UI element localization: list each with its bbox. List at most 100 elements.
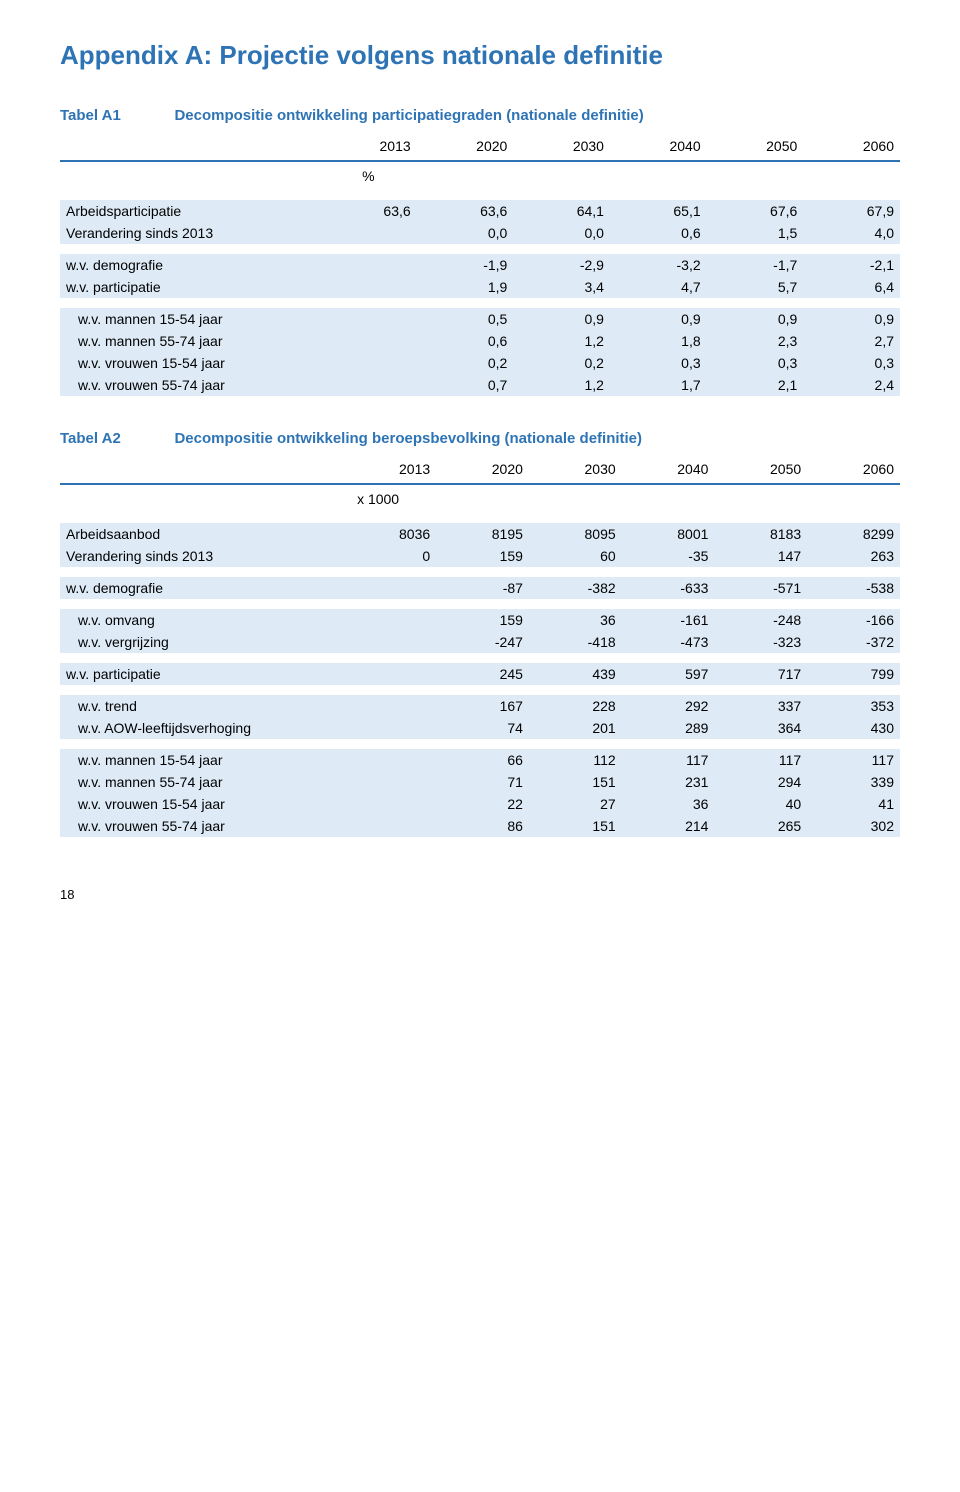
table-row: w.v. participatie 1,93,44,75,76,4 xyxy=(60,276,900,298)
table-a1: 2013 2020 2030 2040 2050 2060 %Arbeidspa… xyxy=(60,135,900,396)
cell-value: 3,4 xyxy=(513,276,610,298)
col-year: 2060 xyxy=(807,458,900,484)
col-year: 2013 xyxy=(320,135,417,161)
cell-value: 66 xyxy=(436,749,529,771)
cell-value: 36 xyxy=(622,793,715,815)
cell-value: -372 xyxy=(807,631,900,653)
table-row: w.v. trend167228292337353 xyxy=(60,695,900,717)
cell-value: 8299 xyxy=(807,523,900,545)
cell-value: 63,6 xyxy=(417,200,514,222)
cell-value: -166 xyxy=(807,609,900,631)
col-year: 2060 xyxy=(803,135,900,161)
row-label: w.v. demografie xyxy=(60,254,320,276)
cell-value: 1,8 xyxy=(610,330,707,352)
cell-value: 1,9 xyxy=(417,276,514,298)
cell-value: -2,1 xyxy=(803,254,900,276)
cell-value xyxy=(320,254,417,276)
cell-value: 0,7 xyxy=(417,374,514,396)
col-year: 2030 xyxy=(513,135,610,161)
spacer-row xyxy=(60,685,900,695)
col-year: 2020 xyxy=(417,135,514,161)
cell-value: 0,5 xyxy=(417,308,514,330)
cell-value: 151 xyxy=(529,815,622,837)
table-row: w.v. mannen 55-74 jaar0,61,21,82,32,7 xyxy=(60,330,900,352)
table-row: w.v. mannen 15-54 jaar66112117117117 xyxy=(60,749,900,771)
cell-value: 63,6 xyxy=(320,200,417,222)
cell-value: 8001 xyxy=(622,523,715,545)
cell-value: 41 xyxy=(807,793,900,815)
cell-value: 86 xyxy=(436,815,529,837)
cell-value: 292 xyxy=(622,695,715,717)
cell-value: -473 xyxy=(622,631,715,653)
table-row: w.v. vrouwen 15-54 jaar2227364041 xyxy=(60,793,900,815)
cell-value: 8195 xyxy=(436,523,529,545)
row-label: w.v. mannen 15-54 jaar xyxy=(60,308,320,330)
cell-value: 5,7 xyxy=(707,276,804,298)
cell-value: 2,3 xyxy=(707,330,804,352)
cell-value: 2,4 xyxy=(803,374,900,396)
cell-value: 22 xyxy=(436,793,529,815)
row-label: w.v. participatie xyxy=(60,663,320,685)
cell-value xyxy=(320,276,417,298)
unit-label: % xyxy=(320,161,417,190)
table-row: Arbeidsaanbod803681958095800181838299 xyxy=(60,523,900,545)
cell-value: 117 xyxy=(714,749,807,771)
table-row: w.v. mannen 15-54 jaar0,50,90,90,90,9 xyxy=(60,308,900,330)
table-row: w.v. vrouwen 15-54 jaar0,20,20,30,30,3 xyxy=(60,352,900,374)
cell-value: 339 xyxy=(807,771,900,793)
table-row: w.v. vergrijzing-247-418-473-323-372 xyxy=(60,631,900,653)
cell-value: -3,2 xyxy=(610,254,707,276)
cell-value: -633 xyxy=(622,577,715,599)
cell-value: 201 xyxy=(529,717,622,739)
spacer-row xyxy=(60,599,900,609)
page-title: Appendix A: Projectie volgens nationale … xyxy=(60,40,900,71)
table-row: Arbeidsparticipatie63,663,664,165,167,66… xyxy=(60,200,900,222)
row-label: Arbeidsparticipatie xyxy=(60,200,320,222)
cell-value: 0,3 xyxy=(707,352,804,374)
cell-value: 60 xyxy=(529,545,622,567)
spacer-row xyxy=(60,567,900,577)
cell-value: 159 xyxy=(436,609,529,631)
col-year: 2013 xyxy=(320,458,436,484)
unit-label: x 1000 xyxy=(320,484,436,513)
cell-value: 6,4 xyxy=(803,276,900,298)
table-a2: 2013 2020 2030 2040 2050 2060 x 1000Arbe… xyxy=(60,458,900,837)
row-label: w.v. mannen 15-54 jaar xyxy=(60,749,320,771)
cell-value xyxy=(320,631,436,653)
cell-value: 364 xyxy=(714,717,807,739)
row-label: w.v. AOW-leeftijdsverhoging xyxy=(60,717,320,739)
cell-value: -247 xyxy=(436,631,529,653)
cell-value: 74 xyxy=(436,717,529,739)
cell-value: 0,9 xyxy=(513,308,610,330)
table-row: w.v. demografie-87-382-633-571-538 xyxy=(60,577,900,599)
cell-value: 0,2 xyxy=(417,352,514,374)
cell-value: 0,9 xyxy=(610,308,707,330)
row-label: w.v. participatie xyxy=(60,276,320,298)
row-label: w.v. omvang xyxy=(60,609,320,631)
cell-value: -571 xyxy=(714,577,807,599)
cell-value: 0,9 xyxy=(803,308,900,330)
cell-value: 117 xyxy=(622,749,715,771)
cell-value: 597 xyxy=(622,663,715,685)
cell-value: 112 xyxy=(529,749,622,771)
row-label: w.v. vrouwen 55-74 jaar xyxy=(60,815,320,837)
unit-row: % xyxy=(60,161,900,190)
cell-value: 0,3 xyxy=(610,352,707,374)
cell-value: 40 xyxy=(714,793,807,815)
cell-value xyxy=(320,222,417,244)
cell-value xyxy=(320,815,436,837)
cell-value: 1,2 xyxy=(513,330,610,352)
cell-value: 0,0 xyxy=(513,222,610,244)
cell-value: -418 xyxy=(529,631,622,653)
cell-value: 430 xyxy=(807,717,900,739)
cell-value: 0,6 xyxy=(610,222,707,244)
cell-value xyxy=(320,771,436,793)
table-row: w.v. vrouwen 55-74 jaar0,71,21,72,12,4 xyxy=(60,374,900,396)
col-year: 2040 xyxy=(622,458,715,484)
cell-value: 117 xyxy=(807,749,900,771)
cell-value: -538 xyxy=(807,577,900,599)
cell-value: -35 xyxy=(622,545,715,567)
cell-value: 4,7 xyxy=(610,276,707,298)
spacer-row xyxy=(60,739,900,749)
row-label: w.v. vrouwen 15-54 jaar xyxy=(60,352,320,374)
